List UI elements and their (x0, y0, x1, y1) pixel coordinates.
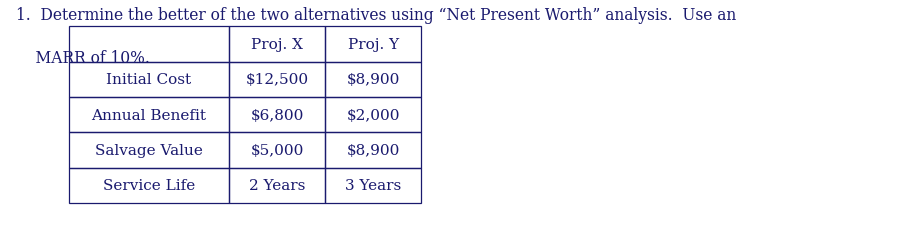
Text: $5,000: $5,000 (250, 143, 304, 157)
Text: $8,900: $8,900 (346, 73, 400, 87)
Text: Salvage Value: Salvage Value (95, 143, 202, 157)
Text: Proj. Y: Proj. Y (348, 38, 398, 52)
Text: Annual Benefit: Annual Benefit (92, 108, 206, 122)
Text: $2,000: $2,000 (346, 108, 400, 122)
Text: Initial Cost: Initial Cost (106, 73, 191, 87)
Text: 3 Years: 3 Years (345, 179, 401, 192)
Text: $12,500: $12,500 (245, 73, 309, 87)
Text: Service Life: Service Life (103, 179, 195, 192)
Text: $6,800: $6,800 (250, 108, 304, 122)
Text: $8,900: $8,900 (346, 143, 400, 157)
Text: 2 Years: 2 Years (249, 179, 305, 192)
Text: Proj. X: Proj. X (251, 38, 303, 52)
Text: 1.  Determine the better of the two alternatives using “Net Present Worth” analy: 1. Determine the better of the two alter… (16, 7, 736, 24)
Text: MARR of 10%.: MARR of 10%. (16, 50, 150, 67)
